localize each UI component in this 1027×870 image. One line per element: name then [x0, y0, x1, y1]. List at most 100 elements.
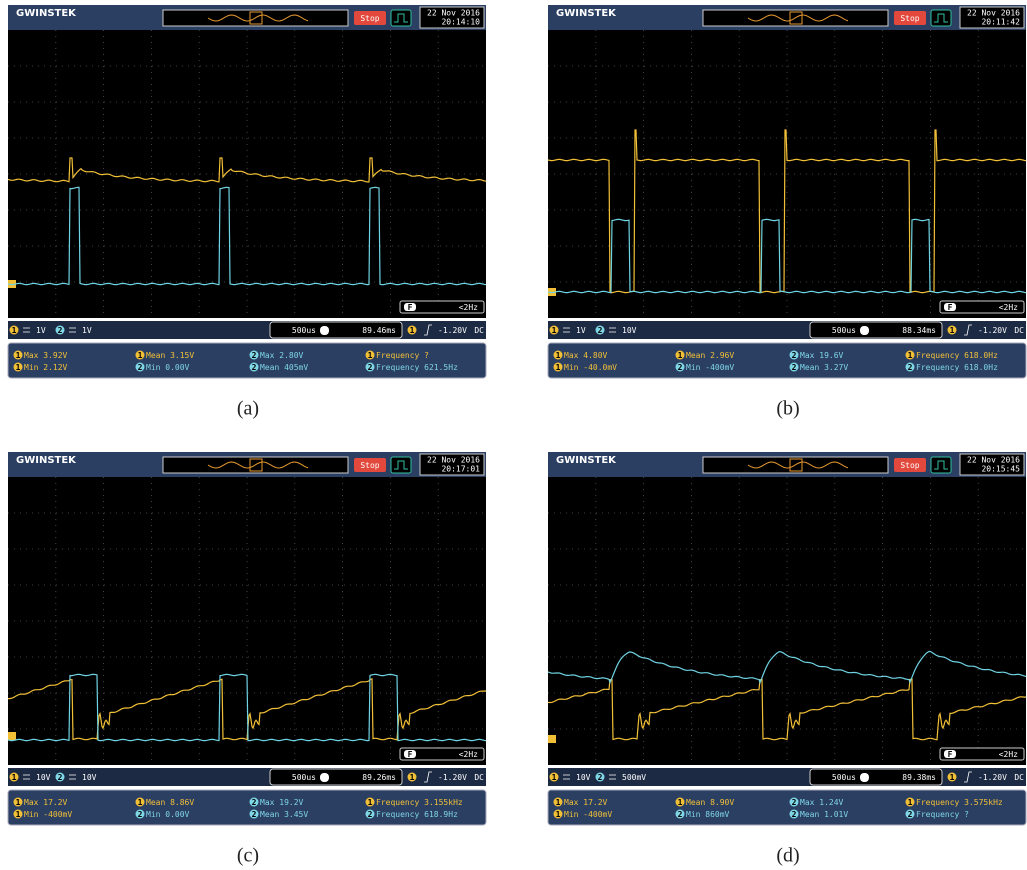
- measurement: Mean 8.86V: [146, 798, 194, 807]
- channel-number: 1: [678, 351, 683, 360]
- counter-value: <2Hz: [459, 303, 478, 312]
- counter-icon: F: [408, 303, 413, 312]
- channel-number: 1: [950, 326, 955, 335]
- run-status: Stop: [360, 461, 379, 470]
- channel-scale: 10V: [622, 326, 637, 335]
- channel-number: 2: [792, 363, 797, 372]
- counter-value: <2Hz: [999, 750, 1018, 759]
- caption: (b): [776, 398, 799, 420]
- channel-number: 1: [368, 798, 373, 807]
- timebase: 500us: [832, 326, 856, 335]
- channel-number: 2: [792, 810, 797, 819]
- channel-number: 2: [908, 363, 913, 372]
- date: 22 Nov 2016: [427, 9, 480, 18]
- measurement: Min 2.12V: [24, 363, 68, 372]
- channel-scale: 10V: [36, 773, 51, 782]
- run-status: Stop: [900, 14, 919, 23]
- channel-number: 2: [58, 773, 63, 782]
- trigger-mode: [931, 10, 951, 26]
- trigger-level: -1.20V: [978, 773, 1007, 782]
- measurement-panel: [548, 790, 1026, 825]
- timebase: 500us: [292, 773, 316, 782]
- logo: GWINSTEK: [556, 8, 617, 19]
- trigger-coupling: DC: [474, 326, 484, 335]
- timebase: 500us: [292, 326, 316, 335]
- measurement: Frequency 618.0Hz: [916, 351, 998, 360]
- channel-number: 1: [368, 351, 373, 360]
- channel-number: 1: [138, 798, 143, 807]
- measurement: Max 19.6V: [800, 351, 844, 360]
- channel-number: 1: [410, 326, 415, 335]
- time: 20:11:42: [981, 18, 1020, 27]
- channel-number: 2: [252, 351, 257, 360]
- trigger-level: -1.20V: [438, 773, 467, 782]
- channel-number: 2: [598, 326, 603, 335]
- trigger-level: -1.20V: [978, 326, 1007, 335]
- channel-number: 2: [678, 810, 683, 819]
- run-status: Stop: [360, 14, 379, 23]
- channel-number: 1: [552, 773, 557, 782]
- measurement: Frequency 3.575kHz: [916, 798, 1003, 807]
- horizontal-icon: [320, 326, 329, 335]
- caption: (c): [237, 845, 259, 867]
- caption: (d): [776, 845, 799, 867]
- logo: GWINSTEK: [556, 455, 617, 466]
- channel-scale: 10V: [82, 773, 97, 782]
- measurement-panel: [8, 343, 486, 378]
- trigger-coupling: DC: [474, 773, 484, 782]
- logo: GWINSTEK: [16, 8, 77, 19]
- horizontal-icon: [320, 773, 329, 782]
- measurement: Mean 8.90V: [686, 798, 734, 807]
- position: 89.26ms: [362, 773, 396, 782]
- channel-number: 1: [678, 798, 683, 807]
- channel-number: 2: [792, 798, 797, 807]
- run-status: Stop: [900, 461, 919, 470]
- position: 88.34ms: [902, 326, 936, 335]
- measurement: Min -400mV: [564, 810, 612, 819]
- measurement: Frequency 618.9Hz: [376, 810, 458, 819]
- channel-number: 2: [58, 326, 63, 335]
- counter-icon: F: [948, 750, 953, 759]
- channel-number: 2: [252, 363, 257, 372]
- channel-number: 2: [252, 810, 257, 819]
- measurement: Min 0.00V: [146, 810, 190, 819]
- counter-value: <2Hz: [999, 303, 1018, 312]
- channel-number: 1: [556, 351, 561, 360]
- channel-scale: 1V: [82, 326, 92, 335]
- scope-screen: GWINSTEKStop22 Nov 201620:17:01F<2Hz110V…: [8, 452, 486, 825]
- ground-marker: [8, 732, 16, 740]
- ground-marker: [548, 735, 556, 743]
- trigger-mode: [391, 10, 411, 26]
- measurement: Min 860mV: [686, 810, 730, 819]
- trigger-level: -1.20V: [438, 326, 467, 335]
- measurement-panel: [548, 343, 1026, 378]
- measurement: Max 17.2V: [24, 798, 68, 807]
- channel-number: 1: [16, 351, 21, 360]
- horizontal-icon: [860, 773, 869, 782]
- channel-number: 1: [556, 810, 561, 819]
- measurement: Frequency ?: [916, 810, 969, 819]
- measurement: Min -400mV: [24, 810, 72, 819]
- channel-number: 2: [908, 810, 913, 819]
- measurement: Max 2.80V: [260, 351, 304, 360]
- channel-number: 1: [16, 798, 21, 807]
- measurement: Mean 3.45V: [260, 810, 308, 819]
- trigger-coupling: DC: [1014, 326, 1024, 335]
- position: 89.46ms: [362, 326, 396, 335]
- horizontal-icon: [860, 326, 869, 335]
- channel-number: 1: [16, 363, 21, 372]
- measurement: Mean 405mV: [260, 363, 308, 372]
- measurement: Mean 3.27V: [800, 363, 848, 372]
- channel-scale: 1V: [576, 326, 586, 335]
- counter-icon: F: [408, 750, 413, 759]
- channel-number: 2: [598, 773, 603, 782]
- time: 20:14:10: [441, 18, 480, 27]
- channel-number: 2: [368, 363, 373, 372]
- trigger-coupling: DC: [1014, 773, 1024, 782]
- measurement: Max 1.24V: [800, 798, 844, 807]
- logo: GWINSTEK: [16, 455, 77, 466]
- channel-number: 1: [556, 363, 561, 372]
- counter-icon: F: [948, 303, 953, 312]
- measurement: Max 4.80V: [564, 351, 608, 360]
